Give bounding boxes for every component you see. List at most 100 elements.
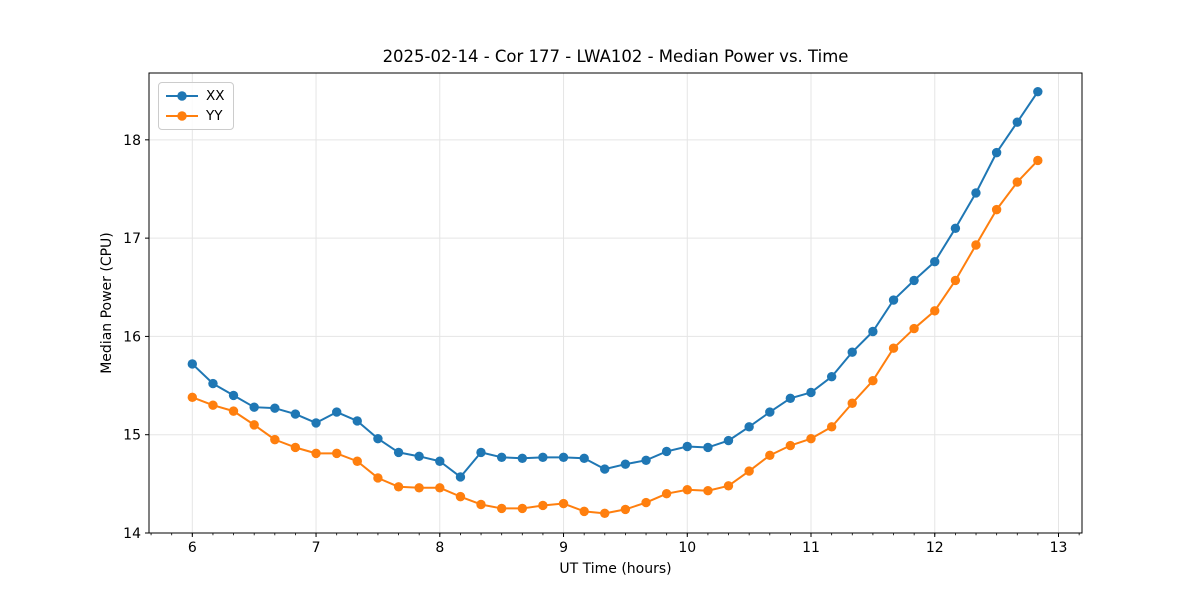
series-marker-yy (785, 440, 796, 451)
series-marker-xx (393, 447, 404, 458)
series-marker-xx (579, 453, 589, 463)
x-tick-label: 11 (802, 540, 820, 556)
series-marker-xx (270, 403, 280, 413)
series-marker-yy (249, 420, 259, 430)
series-marker-xx (414, 451, 424, 462)
series-marker-yy (600, 508, 610, 519)
series-marker-xx (620, 459, 631, 469)
series-marker-yy (806, 433, 816, 444)
chart-title: 2025-02-14 - Cor 177 - LWA102 - Median P… (382, 47, 849, 66)
series-marker-yy (228, 406, 239, 416)
series-marker-xx (208, 378, 218, 389)
series-marker-xx (785, 393, 796, 404)
plot-frame (148, 72, 1083, 534)
series-marker-yy (888, 343, 899, 353)
series-marker-yy (496, 503, 507, 514)
series-marker-yy (930, 306, 940, 316)
series-marker-yy (558, 498, 569, 509)
series-marker-xx (435, 456, 445, 466)
legend-item-label: YY (206, 108, 223, 124)
x-tick-label: 7 (312, 540, 321, 556)
y-tick-label: 15 (123, 428, 141, 444)
series-marker-xx (1012, 117, 1022, 127)
series-marker-xx (806, 387, 816, 398)
legend-sample-marker (177, 91, 187, 101)
x-tick-label: 10 (678, 540, 696, 556)
legend: XX YY (158, 82, 234, 130)
series-marker-yy (826, 422, 837, 432)
series-marker-yy (620, 504, 631, 515)
series-marker-yy (208, 400, 218, 410)
series-marker-yy (393, 482, 404, 492)
series-line-xx (191, 90, 1039, 478)
series-marker-xx (352, 416, 362, 426)
series-marker-xx (991, 147, 1002, 158)
series-marker-xx (455, 472, 466, 482)
series-marker-xx (187, 359, 198, 369)
series-marker-xx (558, 452, 569, 463)
series-marker-yy (1033, 155, 1043, 166)
x-axis-label: UT Time (hours) (559, 561, 672, 577)
series-marker-xx (373, 433, 383, 444)
series-marker-yy (991, 204, 1002, 215)
legend-item-yy: YY (165, 107, 225, 125)
series-marker-yy (723, 481, 734, 491)
series-marker-yy (435, 483, 445, 493)
series-marker-yy (971, 240, 981, 250)
series-marker-xx (723, 435, 734, 446)
series-marker-yy (950, 275, 961, 286)
series-marker-xx (661, 446, 672, 457)
series-marker-yy (352, 456, 362, 466)
legend-item-label: XX (206, 88, 225, 104)
x-tick-label: 12 (926, 540, 944, 556)
series-marker-yy (517, 503, 528, 514)
series-marker-yy (414, 483, 424, 493)
series-marker-yy (455, 491, 466, 502)
series-marker-xx (538, 452, 548, 463)
series-marker-xx (909, 275, 919, 286)
series-marker-xx (888, 295, 899, 305)
series-marker-xx (496, 452, 507, 463)
series-marker-yy (641, 497, 651, 508)
series-marker-yy (579, 506, 589, 517)
series-marker-yy (661, 488, 672, 499)
series-marker-yy (909, 323, 919, 334)
legend-item-xx: XX (165, 87, 225, 105)
series-marker-yy (311, 448, 321, 459)
y-tick-label: 18 (123, 133, 141, 149)
y-tick-label: 14 (123, 526, 141, 542)
series-marker-xx (971, 188, 981, 198)
series-marker-xx (1033, 86, 1043, 97)
x-tick-label: 9 (559, 540, 568, 556)
x-tick-label: 8 (435, 540, 444, 556)
series-marker-xx (641, 455, 651, 465)
series-marker-xx (703, 442, 713, 453)
series-marker-yy (868, 375, 878, 386)
series-marker-yy (270, 434, 280, 445)
series-marker-yy (765, 450, 775, 461)
series-marker-xx (826, 372, 837, 382)
legend-sample-marker (177, 111, 187, 121)
y-axis-label: Median Power (CPU) (99, 232, 115, 374)
series-marker-xx (744, 422, 754, 432)
series-marker-xx (332, 407, 342, 417)
x-tick-label: 13 (1050, 540, 1068, 556)
series-marker-yy (373, 473, 383, 483)
series-marker-yy (1012, 177, 1022, 187)
y-tick-label: 17 (123, 231, 141, 247)
series-marker-xx (868, 326, 878, 337)
legend-line-sample (166, 91, 198, 101)
series-marker-xx (517, 453, 528, 463)
series-marker-yy (187, 392, 198, 403)
series-marker-xx (765, 407, 775, 417)
series-marker-yy (703, 486, 713, 496)
series-marker-xx (950, 223, 961, 233)
series-marker-xx (311, 418, 321, 428)
y-tick-label: 16 (123, 329, 141, 345)
series-marker-xx (249, 402, 259, 412)
series-marker-xx (228, 390, 239, 401)
series-marker-yy (682, 485, 692, 495)
series-marker-xx (600, 464, 610, 474)
series-marker-yy (476, 499, 486, 510)
